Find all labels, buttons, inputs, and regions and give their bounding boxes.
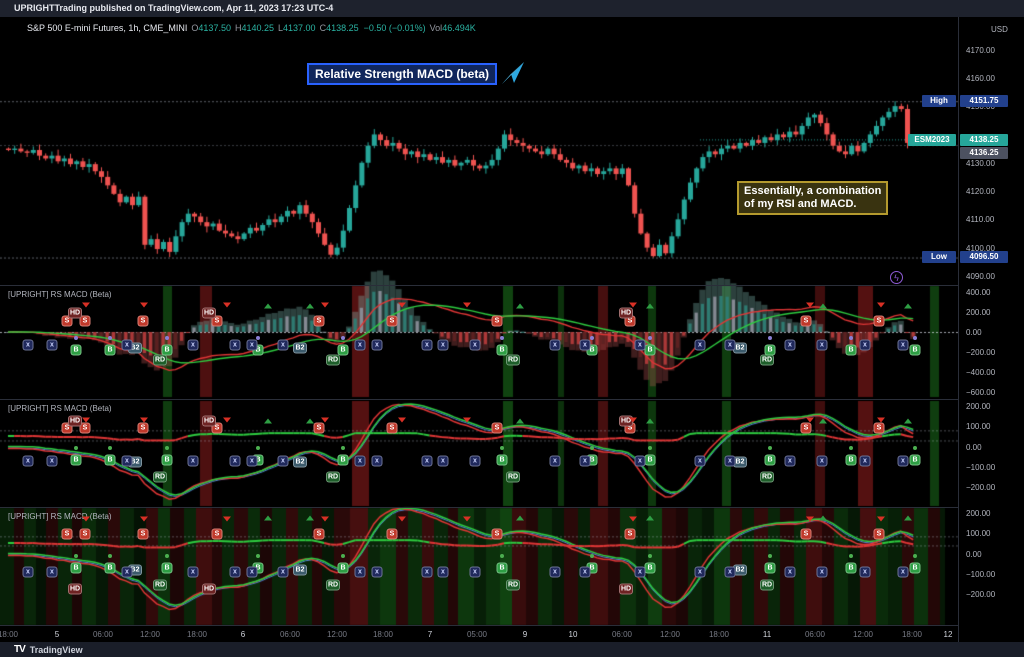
tradingview-logo[interactable]: TV bbox=[14, 644, 26, 655]
indicator-tick: 200.00 bbox=[966, 509, 991, 519]
prev-price-chip: 4136.25 bbox=[960, 147, 1008, 159]
price-tick: 4090.00 bbox=[966, 271, 995, 281]
indicator-tick: 200.00 bbox=[966, 308, 991, 317]
time-tick: 12:00 bbox=[139, 630, 161, 639]
low-marker-price: 4096.50 bbox=[960, 251, 1008, 263]
ohlc-values: O4137.50 H4140.25 L4137.00 C4138.25 bbox=[187, 23, 358, 33]
indicator-tick: −100.00 bbox=[966, 569, 996, 579]
indicator-tick: 0.00 bbox=[966, 549, 982, 559]
ohlc-value: 4140.25 bbox=[241, 23, 275, 33]
indicator-pane-3[interactable] bbox=[0, 507, 958, 625]
ohlc-letter: C bbox=[319, 23, 327, 33]
indicator-tick: −600.00 bbox=[966, 388, 996, 397]
high-marker-label: High bbox=[922, 95, 956, 107]
price-tick: 4110.00 bbox=[966, 215, 995, 225]
volume-value: 46.494K bbox=[442, 23, 476, 33]
low-marker-label: Low bbox=[922, 251, 956, 263]
time-tick: 12:00 bbox=[659, 630, 681, 639]
contract-marker-label: ESM2023 bbox=[908, 134, 956, 146]
ohlc-value: 4137.00 bbox=[283, 23, 316, 33]
indicator-tick: 400.00 bbox=[966, 288, 991, 297]
time-tick: 06:00 bbox=[279, 630, 301, 639]
ohlc-letter: L bbox=[278, 23, 284, 33]
chart-title-annotation[interactable]: Relative Strength MACD (beta) bbox=[307, 63, 498, 85]
indicator-tick: 0.00 bbox=[966, 328, 982, 337]
main-price-pane[interactable] bbox=[0, 17, 958, 285]
footer-bar: TV TradingView bbox=[0, 642, 1024, 657]
indicator-pane-1[interactable] bbox=[0, 285, 958, 398]
price-tick: 4170.00 bbox=[966, 45, 995, 55]
time-tick: 18:00 bbox=[901, 630, 923, 639]
time-tick: 11 bbox=[762, 630, 772, 639]
price-tick: 4100.00 bbox=[966, 243, 995, 253]
indicator-tick: −200.00 bbox=[966, 482, 996, 492]
ohlc-value: 4138.25 bbox=[326, 23, 359, 33]
symbol-title[interactable]: S&P 500 E-mini Futures, 1h, CME_MINI bbox=[27, 23, 188, 33]
note-line-2: of my RSI and MACD. bbox=[744, 198, 857, 210]
time-tick: 6 bbox=[240, 630, 246, 639]
flash-icon[interactable]: ϟ bbox=[890, 271, 903, 284]
time-tick: 12:00 bbox=[852, 630, 874, 639]
indicator-tick: −200.00 bbox=[966, 348, 996, 357]
indicator-tick: −400.00 bbox=[966, 368, 996, 377]
time-tick: 12 bbox=[943, 630, 953, 639]
indicator-label-pane1[interactable]: [UPRIGHT] RS MACD (Beta) bbox=[8, 290, 112, 299]
time-tick: 18:00 bbox=[372, 630, 394, 639]
time-tick: 06:00 bbox=[611, 630, 633, 639]
time-tick: 9 bbox=[522, 630, 528, 639]
indicator-pane-2[interactable] bbox=[0, 399, 958, 507]
change-value: −0.50 (−0.01%) bbox=[363, 23, 426, 33]
symbol-info-row[interactable]: S&P 500 E-mini Futures, 1h, CME_MINI O413… bbox=[27, 23, 476, 33]
time-tick: 05:00 bbox=[466, 630, 488, 639]
indicator-tick: −100.00 bbox=[966, 462, 996, 472]
time-tick: 06:00 bbox=[804, 630, 826, 639]
note-annotation[interactable]: Essentially, a combination of my RSI and… bbox=[737, 181, 889, 215]
tradingview-wordmark[interactable]: TradingView bbox=[29, 644, 83, 655]
indicator-tick: 100.00 bbox=[966, 422, 991, 432]
time-tick: 7 bbox=[427, 630, 433, 639]
time-tick: 18:00 bbox=[0, 630, 19, 639]
indicator-tick: 200.00 bbox=[966, 402, 991, 412]
indicator-label-pane2[interactable]: [UPRIGHT] RS MACD (Beta) bbox=[8, 404, 112, 413]
time-tick: 12:00 bbox=[326, 630, 348, 639]
high-marker-price: 4151.75 bbox=[960, 95, 1008, 107]
price-axis[interactable]: USD 4170.004160.004150.004130.004120.004… bbox=[958, 17, 1024, 642]
time-tick: 18:00 bbox=[708, 630, 730, 639]
time-tick: 10 bbox=[568, 630, 578, 639]
cursor-arrow-icon[interactable] bbox=[500, 60, 526, 86]
price-tick: 4130.00 bbox=[966, 158, 995, 168]
indicator-tick: −200.00 bbox=[966, 590, 996, 600]
indicator-tick: 100.00 bbox=[966, 529, 991, 539]
note-line-1: Essentially, a combination bbox=[744, 185, 882, 197]
time-tick: 06:00 bbox=[92, 630, 114, 639]
time-axis[interactable]: 18:00 5 06:00 12:00 18:00 6 06:00 12:00 18:00 7 05… bbox=[0, 625, 958, 642]
currency-label: USD bbox=[991, 25, 1008, 34]
price-tick: 4160.00 bbox=[966, 73, 995, 83]
ohlc-letter: O bbox=[191, 23, 199, 33]
volume-label: Vol bbox=[429, 23, 443, 33]
last-price-chip: 4138.25 bbox=[960, 134, 1008, 146]
price-tick: 4120.00 bbox=[966, 187, 995, 197]
ohlc-letter: H bbox=[234, 23, 242, 33]
time-tick: 5 bbox=[54, 630, 60, 639]
indicator-tick: 0.00 bbox=[966, 442, 982, 452]
time-tick: 18:00 bbox=[186, 630, 208, 639]
indicator-label-pane3[interactable]: [UPRIGHT] RS MACD (Beta) bbox=[8, 512, 112, 521]
ohlc-value: 4137.50 bbox=[198, 23, 231, 33]
